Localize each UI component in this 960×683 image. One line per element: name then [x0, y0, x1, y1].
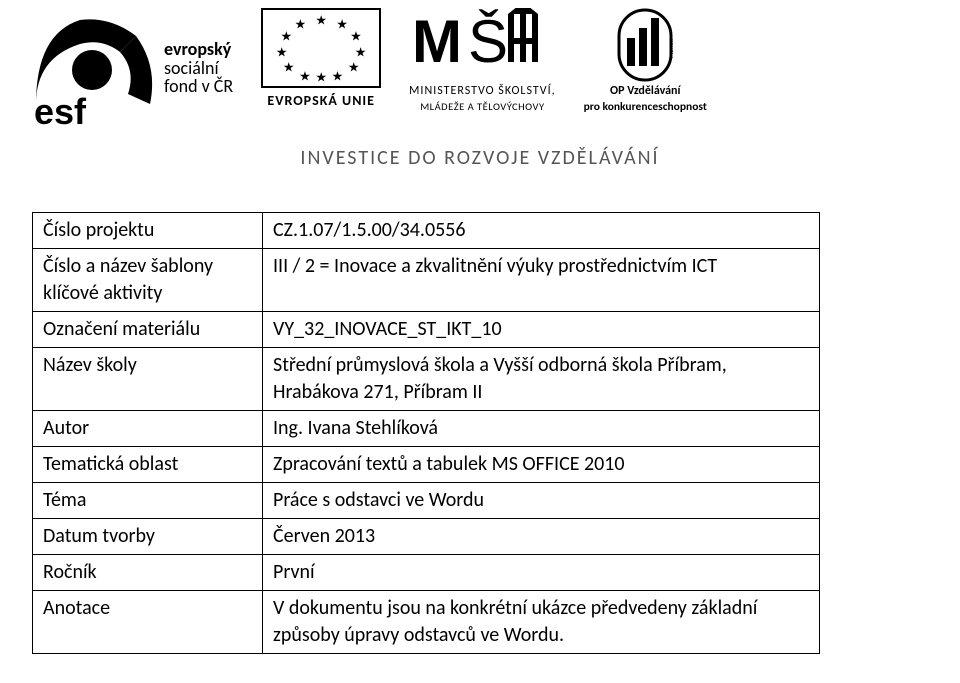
eu-flag-icon: ★ ★ ★ ★ ★ ★ ★ ★ ★ ★ ★ ★	[261, 8, 381, 88]
msmt-logo-icon: M Š	[412, 8, 552, 82]
svg-text:Š: Š	[468, 8, 508, 75]
svg-text:esf: esf	[34, 91, 87, 128]
table-row: Číslo projektu CZ.1.07/1.5.00/34.0556	[33, 213, 820, 249]
table-row: Číslo a název šablony klíčové aktivity I…	[33, 249, 820, 312]
cell-label: Datum tvorby	[33, 519, 263, 555]
metadata-table: Číslo projektu CZ.1.07/1.5.00/34.0556 Čí…	[32, 212, 820, 654]
header-logos: esf evropský sociální fond v ČR ★ ★ ★ ★ …	[32, 0, 928, 128]
eu-label: EVROPSKÁ UNIE	[267, 92, 375, 109]
cell-value: VY_32_INOVACE_ST_IKT_10	[263, 312, 820, 348]
cell-value: V dokumentu jsou na konkrétní ukázce pře…	[263, 591, 820, 654]
cell-label: Název školy	[33, 348, 263, 411]
cell-value: První	[263, 555, 820, 591]
cell-label: Označení materiálu	[33, 312, 263, 348]
op-logo-icon: 2007-13	[617, 8, 673, 82]
cell-label: Číslo projektu	[33, 213, 263, 249]
esf-logo-icon: esf	[32, 8, 156, 128]
esf-logo-text: evropský sociální fond v ČR	[164, 40, 233, 97]
cell-value: Zpracování textů a tabulek MS OFFICE 201…	[263, 447, 820, 483]
header-tagline: INVESTICE DO ROZVOJE VZDĚLÁVÁNÍ	[32, 146, 928, 170]
cell-value: CZ.1.07/1.5.00/34.0556	[263, 213, 820, 249]
msmt-line2: MLÁDEŽE A TĚLOVÝCHOVY	[420, 100, 544, 113]
esf-logo-block: esf evropský sociální fond v ČR	[32, 8, 233, 128]
cell-value: Ing. Ivana Stehlíková	[263, 411, 820, 447]
cell-label: Autor	[33, 411, 263, 447]
table-row: Název školy Střední průmyslová škola a V…	[33, 348, 820, 411]
esf-line3: fond v ČR	[164, 77, 233, 96]
cell-label: Číslo a název šablony klíčové aktivity	[33, 249, 263, 312]
table-row: Datum tvorby Červen 2013	[33, 519, 820, 555]
metadata-table-body: Číslo projektu CZ.1.07/1.5.00/34.0556 Čí…	[33, 213, 820, 654]
table-row: Anotace V dokumentu jsou na konkrétní uk…	[33, 591, 820, 654]
page: esf evropský sociální fond v ČR ★ ★ ★ ★ …	[0, 0, 960, 654]
table-row: Označení materiálu VY_32_INOVACE_ST_IKT_…	[33, 312, 820, 348]
cell-value: III / 2 = Inovace a zkvalitnění výuky pr…	[263, 249, 820, 312]
eu-logo-block: ★ ★ ★ ★ ★ ★ ★ ★ ★ ★ ★ ★ EVROPSKÁ UNIE	[261, 8, 381, 109]
cell-label: Tematická oblast	[33, 447, 263, 483]
cell-value: Střední průmyslová škola a Vyšší odborná…	[263, 348, 820, 411]
table-row: Téma Práce s odstavci ve Wordu	[33, 483, 820, 519]
esf-line1: evropský	[164, 40, 233, 59]
cell-label: Téma	[33, 483, 263, 519]
cell-value: Práce s odstavci ve Wordu	[263, 483, 820, 519]
svg-text:M: M	[412, 8, 462, 75]
table-row: Tematická oblast Zpracování textů a tabu…	[33, 447, 820, 483]
table-row: Autor Ing. Ivana Stehlíková	[33, 411, 820, 447]
cell-label: Ročník	[33, 555, 263, 591]
op-line1: OP Vzdělávání	[610, 84, 680, 98]
cell-value: Červen 2013	[263, 519, 820, 555]
table-row: Ročník První	[33, 555, 820, 591]
msmt-logo-block: M Š MINISTERSTVO ŠKOLSTVÍ, MLÁDEŽE A TĚL…	[409, 8, 555, 113]
svg-text:2007-13: 2007-13	[669, 38, 673, 58]
op-line2: pro konkurenceschopnost	[584, 100, 707, 114]
msmt-line1: MINISTERSTVO ŠKOLSTVÍ,	[409, 84, 555, 98]
op-logo-block: 2007-13 OP Vzdělávání pro konkurencescho…	[584, 8, 707, 114]
cell-label: Anotace	[33, 591, 263, 654]
